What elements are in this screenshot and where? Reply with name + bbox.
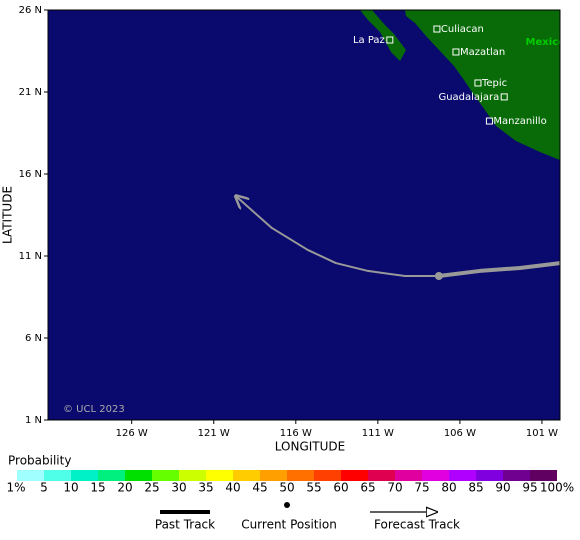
city-marker: [485, 117, 493, 125]
y-tick-label: 21 N: [19, 87, 42, 98]
city-marker: [386, 36, 394, 44]
land: [405, 10, 560, 160]
region-label: Mexico: [526, 37, 566, 48]
x-tick-label: 121 W: [198, 428, 230, 439]
city-marker: [433, 25, 441, 33]
x-axis-label: LONGITUDE: [275, 440, 345, 454]
scale-label: 20: [117, 481, 132, 495]
forecast-track: [236, 196, 439, 278]
scale-swatch: [17, 470, 44, 481]
scale-label: 45: [252, 481, 267, 495]
scale-title: Probability: [8, 454, 71, 468]
x-tick-label: 126 W: [116, 428, 148, 439]
city-label: Culiacan: [441, 24, 484, 35]
scale-swatch: [233, 470, 260, 481]
scale-swatch: [530, 470, 557, 481]
scale-label: 95: [522, 481, 537, 495]
scale-label: 50: [279, 481, 294, 495]
scale-swatch: [341, 470, 368, 481]
current-position: [434, 272, 443, 281]
scale-label: 10: [63, 481, 78, 495]
city-label: La Paz: [353, 35, 385, 46]
legend-label: Forecast Track: [374, 518, 460, 532]
scale-swatch: [206, 470, 233, 481]
city-marker: [452, 48, 460, 56]
scale-label: 35: [198, 481, 213, 495]
scale-swatch: [476, 470, 503, 481]
scale-swatch: [260, 470, 287, 481]
scale-swatch: [44, 470, 71, 481]
scale-label: 100%: [540, 481, 574, 495]
scale-label: 75: [414, 481, 429, 495]
scale-swatch: [179, 470, 206, 481]
scale-label: 70: [387, 481, 402, 495]
scale-swatch: [125, 470, 152, 481]
scale-label: 65: [360, 481, 375, 495]
y-tick-label: 26 N: [19, 5, 42, 16]
scale-label: 25: [144, 481, 159, 495]
x-tick-label: 111 W: [362, 428, 394, 439]
map-layer: Mexico Culiacan Mazatlan Tepic Guadalajara Ma…: [236, 10, 566, 281]
scale-label: 1%: [6, 481, 25, 495]
scale-swatch: [152, 470, 179, 481]
city-label: Mazatlan: [460, 47, 505, 58]
y-tick-label: 6 N: [25, 333, 42, 344]
city-marker: [474, 79, 482, 87]
legend-current-dot: [284, 502, 290, 508]
credit: © UCL 2023: [63, 404, 125, 415]
legend-label: Past Track: [155, 518, 215, 532]
scale-label: 90: [495, 481, 510, 495]
scale-label: 60: [333, 481, 348, 495]
scale-swatch: [287, 470, 314, 481]
y-tick-label: 11 N: [19, 251, 42, 262]
scale-swatch: [98, 470, 125, 481]
past-track: [438, 261, 560, 278]
scale-label: 5: [40, 481, 48, 495]
city-marker: [500, 93, 508, 101]
x-tick-label: 106 W: [444, 428, 476, 439]
city-label: Tepic: [481, 78, 507, 89]
x-tick-label: 101 W: [526, 428, 558, 439]
scale-label: 40: [225, 481, 240, 495]
map-frame: [47, 9, 561, 421]
y-tick-label: 1 N: [25, 415, 42, 426]
land: [360, 10, 406, 61]
x-tick-label: 116 W: [280, 428, 312, 439]
city-label: Manzanillo: [493, 116, 546, 127]
y-axis-label: LATITUDE: [1, 186, 15, 244]
scale-label: 85: [468, 481, 483, 495]
scale-label: 15: [90, 481, 105, 495]
scale-label: 30: [171, 481, 186, 495]
scale-swatch: [395, 470, 422, 481]
scale-swatch: [422, 470, 449, 481]
city-label: Guadalajara: [438, 92, 499, 103]
scale-swatch: [71, 470, 98, 481]
y-tick-label: 16 N: [19, 169, 42, 180]
scale-swatch: [503, 470, 530, 481]
scale-swatch: [368, 470, 395, 481]
scale-label: 80: [441, 481, 456, 495]
legend-label: Current Position: [241, 518, 337, 532]
scale-label: 55: [306, 481, 321, 495]
scale-swatch: [314, 470, 341, 481]
scale-swatch: [449, 470, 476, 481]
